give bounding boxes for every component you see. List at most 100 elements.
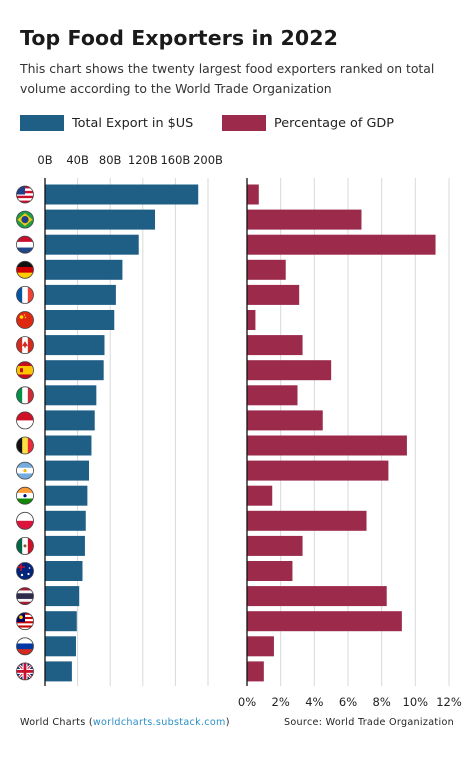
flag-outline [16,361,34,380]
legend-label-gdp: Percentage of GDP [274,115,394,131]
legend-swatch-export [20,115,64,131]
tick-label-gdp: 12% [436,695,462,709]
tick-label-gdp: 6% [339,695,357,709]
flag-br-icon [16,211,34,229]
bar-export [45,535,85,556]
bar-export [45,259,123,280]
footer-source: Source: World Trade Organization [283,717,454,728]
bar-gdp [247,209,362,230]
bar-export [45,410,95,431]
flag-de-icon [16,261,34,279]
flag-id-icon [16,411,34,429]
flag-outline [16,587,34,605]
bar-gdp [247,611,402,632]
bar-export [45,561,83,581]
bar-export [45,661,72,682]
bar-gdp [247,636,274,657]
flag-outline [16,311,34,329]
legend-item-gdp: Percentage of GDP [222,114,394,132]
flag-outline [16,537,34,555]
footer-brand: World Charts (worldcharts.substack.com) [20,717,230,728]
tick-label-export: 200B [193,153,223,167]
flag-my-icon [16,612,34,630]
bar-export [45,310,115,330]
flag-fr-icon [16,286,34,304]
flag-be-icon [16,437,34,454]
bar-export [45,611,77,632]
flag-outline [16,562,34,580]
bar-gdp [247,460,389,481]
flag-outline [16,637,34,656]
flag-outline [16,285,34,304]
flag-ru-icon [16,637,34,655]
flag-au-icon [16,562,34,580]
flag-outline [16,511,34,530]
bar-export [45,485,88,506]
flag-ar-icon [16,462,34,480]
bar-gdp [247,661,264,682]
bar-export [45,636,76,657]
bar-gdp [247,184,259,205]
chart-title: Top Food Exporters in 2022 [20,26,338,50]
flag-cn-icon [16,311,34,329]
flag-outline [16,260,34,279]
tick-label-gdp: 8% [373,695,391,709]
bar-export [45,510,86,531]
footer-brand-suffix: ) [225,717,230,728]
bar-gdp [247,485,273,506]
bar-export [45,184,199,205]
flag-nl-icon [16,236,34,254]
bar-gdp [247,234,436,255]
bar-gdp [247,335,303,356]
flag-it-icon [16,386,34,404]
bar-gdp [247,510,367,531]
flag-pl-icon [16,512,34,530]
flag-outline [16,386,34,405]
flag-outline [16,612,34,631]
tick-label-export: 120B [128,153,158,167]
flag-ca-icon [16,336,34,354]
bar-gdp [247,385,298,406]
footer-brand-prefix: World Charts ( [20,717,93,728]
bar-export [45,460,90,481]
legend-swatch-gdp [222,115,266,131]
flag-es-icon [16,361,34,379]
tick-label-export: 160B [160,153,190,167]
flag-outline [16,461,34,480]
tick-label-export: 0B [37,153,52,167]
bar-gdp [247,410,323,431]
flag-outline [16,235,34,254]
flag-outline [16,336,34,355]
bar-gdp [247,310,256,330]
bar-gdp [247,535,303,556]
flag-th-icon [16,587,34,605]
footer-brand-link[interactable]: worldcharts.substack.com [92,717,226,728]
bar-export [45,284,116,305]
bar-export [45,234,139,255]
bar-gdp [247,435,407,456]
flag-outline [16,411,34,430]
flag-in-icon [16,487,34,505]
bar-gdp [247,284,300,305]
bar-gdp [247,360,332,381]
flag-gb-icon [16,662,34,680]
bar-gdp [247,561,293,581]
chart-subtitle: This chart shows the twenty largest food… [20,61,435,96]
bar-export [45,435,92,456]
legend-label-export: Total Export in $US [72,115,194,131]
bar-export [45,335,105,356]
tick-label-gdp: 10% [403,695,429,709]
tick-label-export: 80B [99,153,122,167]
bar-export [45,360,104,381]
bar-export [45,209,156,230]
flag-us-icon [16,186,34,203]
flag-outline [16,436,34,455]
flag-outline [16,185,34,204]
bar-gdp [247,586,387,607]
legend-item-export: Total Export in $US [20,114,193,132]
flag-outline [16,210,34,229]
flag-outline [16,486,34,505]
bar-gdp [247,259,286,280]
flag-outline [16,662,34,681]
